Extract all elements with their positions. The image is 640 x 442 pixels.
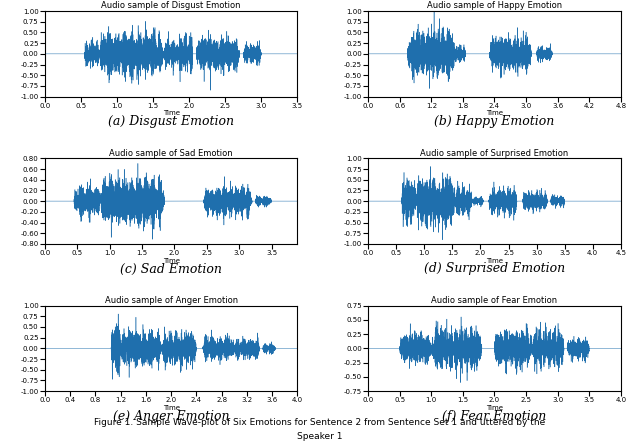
X-axis label: Time: Time [163, 110, 180, 116]
Text: (f) Fear Emotion: (f) Fear Emotion [442, 410, 547, 423]
Text: (d) Surprised Emotion: (d) Surprised Emotion [424, 263, 565, 275]
Text: (c) Sad Emotion: (c) Sad Emotion [120, 263, 222, 275]
X-axis label: Time: Time [486, 405, 503, 411]
Title: Audio sample of Fear Emotion: Audio sample of Fear Emotion [431, 296, 557, 305]
Text: Figure 1. Sample Wave-plot of Six Emotions for Sentence 2 from Sentence Set 1 an: Figure 1. Sample Wave-plot of Six Emotio… [94, 418, 546, 427]
Title: Audio sample of Surprised Emotion: Audio sample of Surprised Emotion [420, 149, 568, 157]
Title: Audio sample of Disgust Emotion: Audio sample of Disgust Emotion [101, 1, 241, 10]
X-axis label: Time: Time [486, 258, 503, 263]
Text: Speaker 1: Speaker 1 [297, 432, 343, 441]
Text: (e) Anger Emotion: (e) Anger Emotion [113, 410, 229, 423]
X-axis label: Time: Time [486, 110, 503, 116]
Text: (b) Happy Emotion: (b) Happy Emotion [435, 115, 555, 128]
Title: Audio sample of Anger Emotion: Audio sample of Anger Emotion [104, 296, 237, 305]
Title: Audio sample of Sad Emotion: Audio sample of Sad Emotion [109, 149, 233, 157]
X-axis label: Time: Time [163, 258, 180, 263]
Text: (a) Disgust Emotion: (a) Disgust Emotion [108, 115, 234, 128]
X-axis label: Time: Time [163, 405, 180, 411]
Title: Audio sample of Happy Emotion: Audio sample of Happy Emotion [427, 1, 562, 10]
